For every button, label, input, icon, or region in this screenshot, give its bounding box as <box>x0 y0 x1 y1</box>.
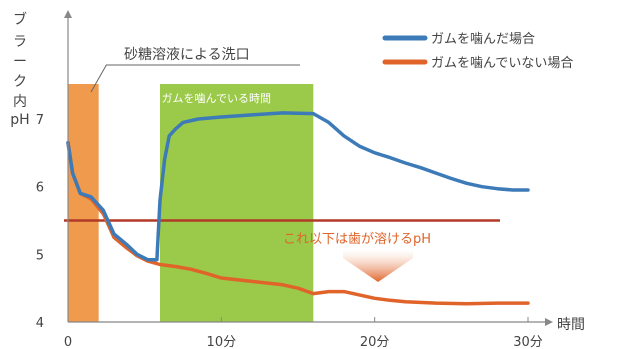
y-axis-label-char: ブ <box>13 11 27 28</box>
y-tick-label: 7 <box>36 113 44 128</box>
x-tick-label: 0 <box>64 335 72 349</box>
x-axis-arrow-icon <box>545 318 553 326</box>
x-tick-label: 20分 <box>360 335 390 349</box>
series-layer <box>66 111 530 306</box>
x-tick-label: 30分 <box>513 335 543 349</box>
x-axis-label: 時間 <box>557 317 585 333</box>
legend-label-0: ガムを噛んだ場合 <box>431 32 535 47</box>
down-arrow-icon <box>343 250 413 282</box>
series-line-0 <box>66 111 530 262</box>
y-axis-label-char: 内 <box>13 94 27 110</box>
y-axis-label-char: ラ <box>13 34 27 50</box>
y-axis-arrow-icon <box>64 10 72 18</box>
y-tick-label: 5 <box>36 248 44 263</box>
gum-chewing-label: ガムを噛んでいる時間 <box>162 91 271 105</box>
y-axis-label-char: ー <box>13 54 27 70</box>
threshold-label: これ以下は歯が溶けるpH <box>283 232 431 247</box>
sugar-rinse-label: 砂糖溶液による洗口 <box>124 47 250 63</box>
y-axis-label-char: pH <box>10 112 29 128</box>
x-ticks: 0 10分 20分 30分 <box>64 317 543 349</box>
sugar-rinse-leader-line <box>90 64 300 93</box>
legend-label-1: ガムを噛んでいない場合 <box>431 56 573 71</box>
x-tick-label: 10分 <box>207 335 237 349</box>
gum-chewing-band <box>160 84 314 322</box>
y-axis-label-char: ク <box>13 74 27 90</box>
y-tick-label: 6 <box>36 181 44 196</box>
y-tick-label: 4 <box>36 316 44 331</box>
y-ticks: 4 5 6 7 <box>36 113 44 331</box>
